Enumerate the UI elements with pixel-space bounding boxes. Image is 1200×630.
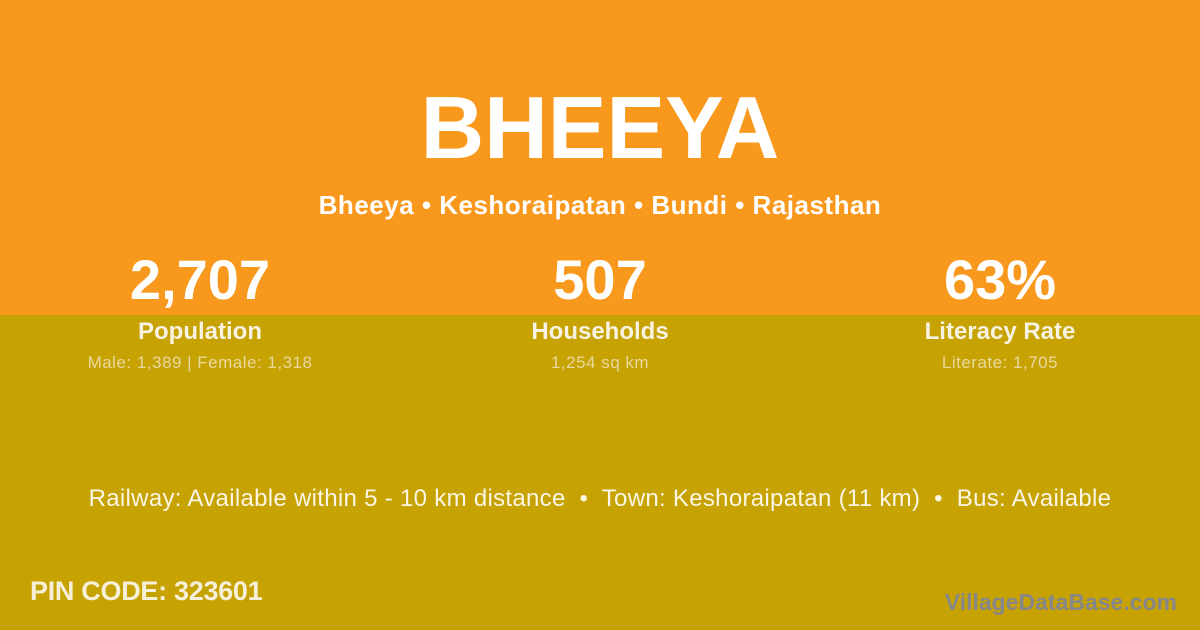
literacy-value: 63% (943, 248, 1057, 311)
population-value: 2,707 (129, 248, 271, 311)
households-value: 507 (553, 248, 647, 311)
households-detail: 1,254 sq km (550, 353, 650, 372)
population-label: Population (138, 318, 262, 345)
transport-availability-line: Railway: Available within 5 - 10 km dist… (88, 485, 1112, 512)
pin-code: PIN CODE: 323601 (30, 576, 263, 606)
literacy-detail: Literate: 1,705 (941, 353, 1059, 372)
stat-households: 507 Households 1,254 sq km (400, 252, 800, 374)
literacy-label: Literacy Rate (924, 318, 1076, 345)
orange-header-background (0, 0, 1200, 315)
stat-population: 2,707 Population Male: 1,389 | Female: 1… (0, 252, 400, 374)
watermark-villagedatabase: VillageDataBase.com (944, 589, 1177, 615)
households-label: Households (531, 318, 669, 345)
village-title: BHEEYA (420, 78, 780, 177)
population-detail: Male: 1,389 | Female: 1,318 (87, 353, 313, 372)
stat-literacy-rate: 63% Literacy Rate Literate: 1,705 (800, 252, 1200, 374)
location-breadcrumb: Bheeya • Keshoraipatan • Bundi • Rajasth… (318, 190, 882, 220)
stats-row: 2,707 Population Male: 1,389 | Female: 1… (0, 252, 1200, 374)
